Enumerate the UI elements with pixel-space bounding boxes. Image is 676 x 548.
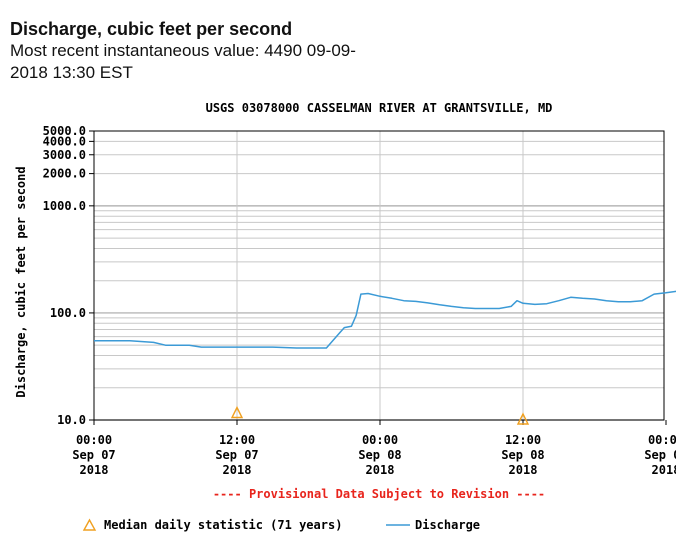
y-tick-label: 1000.0: [43, 199, 86, 213]
x-tick-label: 12:00 Sep 08 2018: [501, 433, 544, 477]
x-tick-label-line: Sep 08: [358, 448, 401, 462]
x-tick-label-line: 00:00: [362, 433, 398, 447]
grid: [94, 130, 664, 421]
x-tick-label: 12:00 Sep 07 2018: [215, 433, 258, 477]
x-tick-label-line: 00:00: [648, 433, 676, 447]
axes: [89, 130, 667, 425]
plot-frame: [93, 130, 665, 421]
x-tick-label-line: 12:00: [505, 433, 541, 447]
series-layer: [94, 290, 676, 349]
legend: Median daily statistic (71 years) Discha…: [82, 518, 480, 532]
y-tick-label: 4000.0: [43, 134, 86, 148]
page-title: Discharge, cubic feet per second: [10, 19, 293, 39]
legend-median-label: Median daily statistic (71 years): [104, 518, 342, 532]
x-tick-label-line: 2018: [509, 463, 538, 477]
x-tick-label-line: 2018: [80, 463, 109, 477]
x-tick-label-line: 2018: [652, 463, 676, 477]
x-tick-label-line: Sep 09: [644, 448, 676, 462]
y-tick-label: 100.0: [50, 306, 86, 320]
y-axis-label: Discharge, cubic feet per second: [14, 166, 28, 397]
x-tick-label: 00:00 Sep 08 2018: [358, 433, 401, 477]
median-marker: [516, 412, 530, 425]
recent-value-line-2: 2018 13:30 EST: [10, 63, 133, 82]
median-marker: [230, 405, 244, 419]
discharge-line: [94, 290, 676, 349]
x-tick-label-line: Sep 07: [215, 448, 258, 462]
x-tick-label-line: Sep 08: [501, 448, 544, 462]
legend-median-icon: [82, 518, 97, 531]
y-tick-label: 5000.0: [43, 124, 86, 138]
x-tick-label-line: 12:00: [219, 433, 255, 447]
x-tick-label-line: 2018: [366, 463, 395, 477]
x-tick-label-line: Sep 07: [72, 448, 115, 462]
provisional-note: ---- Provisional Data Subject to Revisio…: [213, 487, 545, 501]
median-markers: [230, 405, 530, 425]
x-tick-label-line: 00:00: [76, 433, 112, 447]
y-tick-label: 3000.0: [43, 148, 86, 162]
recent-value-line-1: Most recent instantaneous value: 4490 09…: [10, 41, 356, 60]
y-tick-label: 2000.0: [43, 167, 86, 181]
page-header: Discharge, cubic feet per second Most re…: [10, 18, 410, 84]
y-tick-label: 10.0: [57, 413, 86, 427]
x-tick-label-line: 2018: [223, 463, 252, 477]
chart-title: USGS 03078000 CASSELMAN RIVER AT GRANTSV…: [206, 101, 553, 115]
x-tick-label: 00:00 Sep 07 2018: [72, 433, 115, 477]
legend-discharge-label: Discharge: [415, 518, 480, 532]
